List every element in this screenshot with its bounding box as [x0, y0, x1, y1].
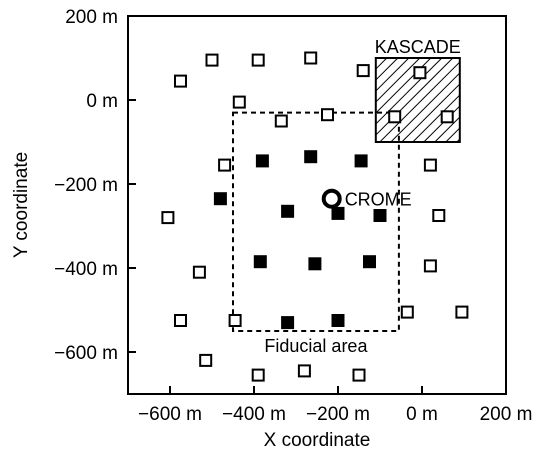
open-square-marker [297, 364, 311, 378]
filled-square-marker [253, 255, 267, 269]
crome-label: CROME [345, 190, 412, 210]
open-square-marker [440, 110, 454, 124]
filled-square-marker [281, 316, 295, 330]
hatch-line [375, 58, 421, 103]
open-square-marker [321, 108, 334, 122]
y-tick-label: −200 m [54, 175, 118, 196]
hatch-line [456, 138, 460, 142]
x-tick-label: −200 m [306, 404, 370, 425]
open-square-marker [432, 209, 446, 222]
y-axis-title: Y coordinate [11, 152, 32, 258]
hatch-line [390, 72, 460, 142]
hatch-line [423, 105, 460, 142]
filled-square-marker [354, 154, 368, 168]
open-square-marker [192, 265, 206, 279]
filled-square-marker [308, 257, 322, 271]
hatch-line [512, 58, 536, 142]
x-tick-label: 0 m [406, 404, 438, 425]
filled-square-marker [373, 209, 387, 222]
hatch-line [523, 58, 536, 142]
hatch-line [375, 58, 410, 92]
open-square-marker [274, 114, 288, 128]
x-axis-title: X coordinate [264, 430, 371, 451]
x-tick-label: 200 m [480, 404, 533, 425]
y-tick-label: 200 m [65, 7, 118, 28]
open-square-marker [228, 314, 242, 327]
kascade-hatch [375, 58, 536, 142]
open-square-marker [199, 353, 213, 367]
hatch-line [479, 58, 536, 142]
x-tick-label: −400 m [222, 404, 286, 425]
open-square-marker [423, 259, 437, 273]
open-square-marker [232, 95, 246, 109]
hatch-line [401, 83, 460, 142]
hatch-line [379, 61, 460, 142]
x-tick-label: −600 m [138, 404, 202, 425]
y-tick-label: −400 m [54, 259, 118, 280]
filled-square-marker [331, 314, 345, 327]
filled-square-marker [331, 206, 345, 220]
x-axis-ticks: −600 m −400 m −200 m 0 m 200 m [138, 386, 532, 425]
open-square-marker [205, 53, 219, 67]
hatch-line [445, 127, 460, 142]
y-axis-ticks: 200 m 0 m −200 m −400 m −600 m [54, 7, 136, 364]
open-square-marker [218, 158, 232, 172]
hatch-line [375, 58, 443, 125]
hatch-line [412, 94, 460, 142]
hatch-line [434, 116, 460, 142]
filled-square-marker [281, 204, 295, 218]
hatch-line [375, 58, 388, 70]
station-markers [161, 51, 469, 382]
hatch-line [375, 58, 454, 136]
crome-marker [321, 188, 342, 209]
open-square-marker [413, 66, 427, 80]
kascade-area-outline [374, 57, 461, 143]
filled-square-marker [213, 192, 227, 206]
hatch-line [468, 58, 536, 142]
open-square-marker [174, 74, 187, 88]
open-square-marker [356, 64, 370, 78]
filled-square-marker [363, 255, 376, 269]
open-square-marker [304, 51, 318, 65]
filled-square-marker [255, 154, 269, 168]
hatch-line [375, 58, 399, 81]
plot-frame [127, 15, 507, 395]
open-square-marker [388, 110, 402, 124]
open-square-marker [161, 211, 175, 225]
hatch-line [490, 58, 536, 142]
y-tick-label: 0 m [86, 91, 118, 112]
open-square-marker [251, 368, 265, 382]
filled-square-marker [304, 150, 318, 164]
open-square-marker [174, 314, 187, 327]
open-square-marker [423, 158, 437, 172]
y-tick-label: −600 m [54, 343, 118, 364]
fiducial-area-label: Fiducial area [264, 336, 368, 356]
kascade-label: KASCADE [375, 37, 461, 57]
fiducial-area-outline [232, 111, 400, 332]
open-square-marker [400, 305, 414, 319]
open-square-marker [455, 305, 469, 319]
open-square-marker [352, 368, 366, 382]
open-square-marker [251, 53, 265, 67]
